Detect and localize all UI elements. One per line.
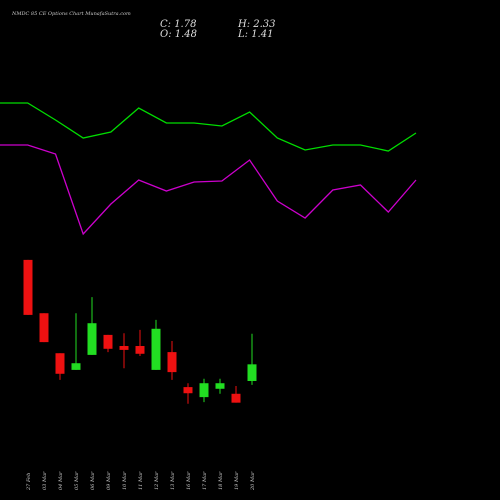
indicator-line — [0, 102, 417, 152]
chart-title: NMDC 85 CE Options Chart MunafaSutra.com — [11, 11, 131, 17]
candle-body — [39, 313, 49, 343]
candle-body — [247, 364, 257, 382]
x-tick-label: 18 Mar — [218, 471, 224, 490]
candle-body — [135, 346, 145, 354]
candle-body — [103, 334, 113, 349]
candle-body — [55, 353, 65, 374]
candle-body — [151, 328, 161, 370]
indicator-line — [0, 144, 417, 236]
x-tick-label: 03 Mar — [42, 471, 48, 490]
candle-body — [71, 363, 81, 370]
candle-body — [199, 383, 209, 398]
x-tick-label: 12 Mar — [154, 471, 160, 490]
x-tick-label: 20 Mar — [250, 471, 256, 491]
x-tick-label: 11 Mar — [138, 471, 144, 490]
ohlc-label: C: 1.78 — [160, 19, 196, 30]
candle-body — [215, 383, 225, 389]
ohlc-label: O: 1.48 — [160, 29, 197, 40]
x-tick-label: 17 Mar — [202, 471, 208, 490]
x-tick-label: 27 Feb — [26, 473, 32, 491]
x-tick-label: 13 Mar — [170, 471, 176, 490]
candle-body — [119, 346, 129, 350]
x-tick-label: 19 Mar — [234, 471, 240, 490]
ohlc-label: L: 1.41 — [237, 29, 273, 40]
ohlc-label: H: 2.33 — [237, 19, 276, 30]
candle-body — [183, 387, 193, 394]
x-tick-label: 10 Mar — [122, 471, 128, 490]
candle-body — [87, 323, 97, 355]
candle-body — [231, 393, 241, 403]
x-tick-label: 06 Mar — [90, 471, 96, 490]
candle-body — [167, 352, 177, 373]
x-tick-label: 05 Mar — [74, 471, 80, 490]
candle-body — [23, 259, 33, 315]
x-tick-label: 16 Mar — [186, 471, 192, 490]
x-tick-label: 04 Mar — [58, 471, 64, 490]
x-tick-label: 09 Mar — [106, 471, 112, 490]
